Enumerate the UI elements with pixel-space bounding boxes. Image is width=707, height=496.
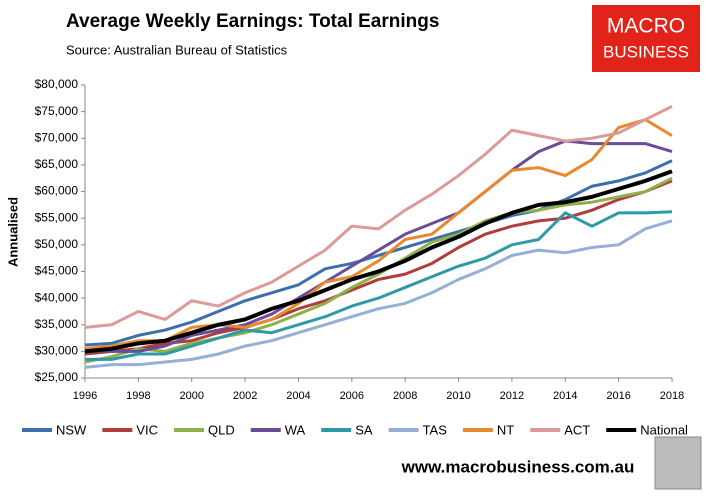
y-tick-label: $80,000 bbox=[35, 77, 79, 91]
y-tick-label: $70,000 bbox=[35, 130, 79, 144]
logo-bottom: BUSINESS bbox=[603, 42, 689, 61]
y-tick-label: $75,000 bbox=[35, 104, 79, 118]
x-tick-label: 2004 bbox=[286, 390, 310, 402]
legend-label: National bbox=[640, 422, 688, 437]
y-tick-label: $55,000 bbox=[35, 210, 79, 224]
x-tick-label: 1996 bbox=[73, 390, 97, 402]
series-line bbox=[84, 159, 673, 347]
chart-title: Average Weekly Earnings: Total Earnings bbox=[66, 11, 439, 32]
x-tick-label: 2000 bbox=[179, 390, 203, 402]
series-line bbox=[84, 169, 673, 354]
series-line bbox=[84, 179, 673, 356]
y-tick-label: $50,000 bbox=[35, 237, 79, 251]
x-tick-label: 2008 bbox=[393, 390, 417, 402]
y-tick-label: $45,000 bbox=[35, 264, 79, 278]
logo-box bbox=[592, 5, 700, 72]
series-line bbox=[85, 139, 673, 353]
x-tick-label: 2006 bbox=[340, 390, 364, 402]
y-tick-label: $60,000 bbox=[35, 184, 79, 198]
x-tick-label: 2002 bbox=[233, 390, 257, 402]
series-line bbox=[85, 210, 673, 361]
series-line bbox=[84, 104, 673, 329]
legend-label: VIC bbox=[136, 422, 158, 437]
legend-label: TAS bbox=[423, 422, 448, 437]
x-tick-label: 2018 bbox=[660, 390, 684, 402]
footer-url: www.macrobusiness.com.au bbox=[401, 457, 635, 476]
series-line bbox=[84, 219, 673, 369]
y-tick-label: $30,000 bbox=[35, 344, 79, 358]
chart-subtitle: Source: Australian Bureau of Statistics bbox=[66, 42, 288, 57]
legend-label: ACT bbox=[564, 422, 590, 437]
legend-label: SA bbox=[355, 422, 373, 437]
series-line bbox=[84, 176, 673, 364]
legend-label: QLD bbox=[208, 422, 235, 437]
y-tick-label: $35,000 bbox=[35, 317, 79, 331]
x-tick-label: 2016 bbox=[606, 390, 630, 402]
logo-top: MACRO bbox=[607, 15, 685, 38]
x-tick-label: 2014 bbox=[553, 390, 577, 402]
legend-label: WA bbox=[285, 422, 306, 437]
legend-label: NSW bbox=[56, 422, 87, 437]
y-tick-label: $40,000 bbox=[35, 290, 79, 304]
x-tick-label: 2010 bbox=[446, 390, 470, 402]
y-axis-label: Annualised bbox=[5, 197, 20, 267]
legend-label: NT bbox=[497, 422, 514, 437]
y-tick-label: $65,000 bbox=[35, 157, 79, 171]
x-tick-label: 2012 bbox=[500, 390, 524, 402]
wolf-logo bbox=[654, 436, 702, 490]
y-tick-label: $25,000 bbox=[35, 370, 79, 384]
series-line bbox=[84, 118, 673, 351]
x-tick-label: 1998 bbox=[126, 390, 150, 402]
